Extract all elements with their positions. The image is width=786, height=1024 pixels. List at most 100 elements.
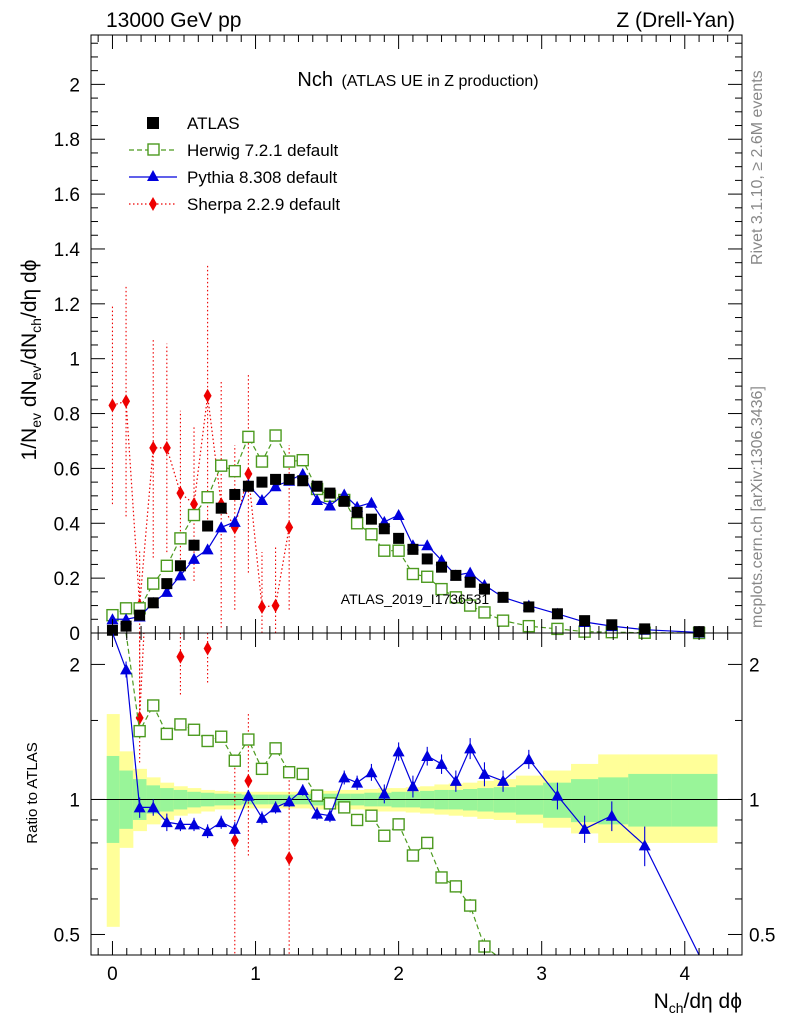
atlas-data-point — [120, 620, 132, 632]
pythia-ratio-point — [522, 753, 535, 765]
rivet-version-label: Rivet 3.1.10, ≥ 2.6M events — [749, 70, 766, 265]
herwig-ratio-point — [378, 829, 391, 842]
pythia-ratio-point — [497, 774, 510, 786]
sherpa-ratio-point — [285, 851, 294, 866]
herwig-main-point — [296, 453, 309, 467]
herwig-main-point — [435, 582, 448, 596]
atlas-data-point — [436, 561, 448, 573]
herwig-main-point — [269, 429, 282, 442]
legend-entry-herwig: Herwig 7.2.1 default — [129, 141, 338, 160]
legend-herwig-marker — [147, 143, 160, 156]
pythia-ratio-point — [188, 818, 201, 830]
pythia-ratio-point — [449, 774, 462, 786]
pythia-main-line — [112, 473, 700, 634]
main-series-layer — [106, 264, 706, 640]
main-ytick-label: 1.2 — [54, 295, 80, 316]
legend-entry-atlas: ATLAS — [147, 114, 240, 133]
pythia-main-point — [464, 566, 477, 578]
atlas-data-point — [639, 623, 651, 635]
legend-entry-sherpa: Sherpa 2.2.9 default — [129, 195, 340, 214]
pythia-ratio-point — [255, 811, 268, 823]
sherpa-ratio-line — [139, 632, 145, 718]
atlas-data-point — [478, 583, 490, 595]
herwig-main-point — [228, 464, 241, 478]
xtick-label: 1 — [250, 964, 261, 985]
sherpa-main-point — [190, 497, 199, 512]
pythia-ratio-point — [551, 789, 564, 801]
xtick-label: 4 — [679, 964, 690, 985]
herwig-main-point — [496, 614, 510, 627]
ratio-ytick-label-right: 2 — [749, 655, 760, 676]
herwig-ratio-point — [214, 730, 228, 743]
pythia-ratio-point — [392, 745, 405, 757]
pythia-ratio-point — [578, 822, 591, 834]
herwig-main-point — [160, 559, 174, 572]
herwig-ratio-point — [282, 766, 296, 779]
herwig-ratio-point — [160, 727, 174, 741]
pythia-ratio-point — [269, 801, 282, 813]
main-y-axis-label: 1/Nev dNev/dNch/dη dϕ — [18, 260, 44, 461]
herwig-ratio-point — [269, 742, 282, 755]
herwig-ratio-point — [147, 699, 160, 712]
pythia-ratio-point — [351, 776, 364, 788]
herwig-main-point — [378, 544, 391, 557]
atlas-data-point — [351, 506, 363, 518]
legend-pythia-marker — [147, 170, 159, 181]
herwig-main-point — [392, 544, 405, 557]
ylabel-part-2: ev — [28, 413, 44, 428]
atlas-data-point — [497, 591, 509, 603]
process-label: Z (Drell-Yan) — [616, 9, 735, 32]
pythia-ratio-point — [160, 816, 173, 828]
pythia-main-point — [323, 499, 336, 511]
herwig-main-point — [242, 430, 255, 444]
herwig-main-point — [551, 622, 564, 636]
legend-herwig-label: Herwig 7.2.1 default — [187, 141, 338, 160]
herwig-ratio-line — [125, 632, 497, 956]
atlas-data-point — [174, 560, 186, 572]
herwig-ratio-point — [133, 724, 146, 738]
legend-pythia-label: Pythia 8.308 default — [187, 168, 338, 187]
atlas-data-point — [421, 553, 433, 565]
plot-title-sub: (ATLAS UE in Z production) — [341, 73, 538, 90]
atlas-data-point — [551, 608, 563, 620]
main-ytick-label: 1 — [69, 350, 80, 371]
pythia-main-point — [215, 521, 228, 533]
ratio-band-inner — [571, 779, 599, 823]
herwig-main-point — [201, 491, 214, 504]
plot-title-main: Nch — [297, 69, 333, 91]
ratio-panel-frame — [90, 632, 743, 956]
legend-sherpa-marker — [149, 197, 157, 211]
pythia-main-point — [365, 496, 378, 508]
atlas-data-point — [188, 539, 200, 551]
herwig-ratio-point — [392, 818, 405, 831]
pythia-ratio-point — [478, 767, 491, 779]
pythia-ratio-point — [605, 809, 618, 821]
herwig-main-point — [463, 599, 477, 612]
main-panel: Nch (ATLAS UE in Z production) 0 0.2 0.4 0.… — [18, 34, 743, 645]
atlas-data-point — [270, 473, 282, 485]
herwig-ratio-point — [338, 801, 351, 814]
ratio-y-axis-label: Ratio to ATLAS — [24, 742, 41, 843]
ratio-band-inner — [515, 785, 544, 815]
atlas-data-point — [464, 576, 476, 588]
legend-sherpa-label: Sherpa 2.2.9 default — [187, 195, 340, 214]
ylabel-part-5: /dN — [18, 333, 41, 366]
main-ytick-label: 1.8 — [54, 130, 80, 151]
ratio-y-axis: 2 1 0.5 2 1 0.5 — [54, 655, 776, 946]
pythia-ratio-point — [464, 742, 477, 754]
herwig-main-point — [214, 459, 228, 472]
pythia-main-point — [228, 515, 241, 527]
atlas-data-point — [338, 495, 350, 507]
atlas-data-point — [378, 523, 390, 535]
xlabel-part-1: N — [654, 990, 669, 1013]
pythia-ratio-point — [133, 801, 146, 813]
sherpa-ratio-point — [230, 833, 239, 848]
herwig-main-point — [365, 528, 378, 541]
herwig-main-point — [119, 602, 133, 615]
herwig-main-point — [421, 570, 434, 583]
herwig-ratio-point — [365, 809, 378, 822]
atlas-data-point — [579, 615, 591, 627]
pythia-ratio-point — [228, 822, 241, 834]
ratio-series-layer — [111, 632, 700, 956]
